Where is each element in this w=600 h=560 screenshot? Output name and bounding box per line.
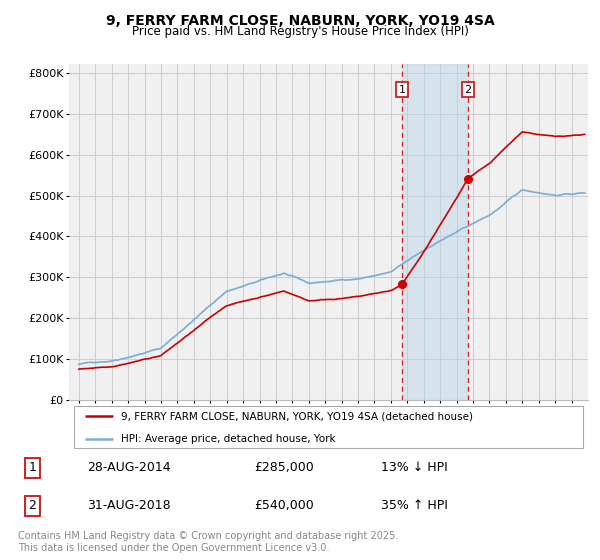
Text: 13% ↓ HPI: 13% ↓ HPI xyxy=(380,461,448,474)
Text: 9, FERRY FARM CLOSE, NABURN, YORK, YO19 4SA (detached house): 9, FERRY FARM CLOSE, NABURN, YORK, YO19 … xyxy=(121,411,473,421)
Text: 9, FERRY FARM CLOSE, NABURN, YORK, YO19 4SA: 9, FERRY FARM CLOSE, NABURN, YORK, YO19 … xyxy=(106,14,494,28)
FancyBboxPatch shape xyxy=(74,405,583,449)
Text: 2: 2 xyxy=(28,500,36,512)
Text: 2: 2 xyxy=(464,85,471,95)
Text: £540,000: £540,000 xyxy=(254,500,314,512)
Text: £285,000: £285,000 xyxy=(254,461,314,474)
Text: Price paid vs. HM Land Registry's House Price Index (HPI): Price paid vs. HM Land Registry's House … xyxy=(131,25,469,38)
Text: 28-AUG-2014: 28-AUG-2014 xyxy=(87,461,170,474)
Text: HPI: Average price, detached house, York: HPI: Average price, detached house, York xyxy=(121,434,335,444)
Text: Contains HM Land Registry data © Crown copyright and database right 2025.
This d: Contains HM Land Registry data © Crown c… xyxy=(18,531,398,553)
Text: 1: 1 xyxy=(28,461,36,474)
Text: 31-AUG-2018: 31-AUG-2018 xyxy=(87,500,170,512)
Text: 1: 1 xyxy=(398,85,406,95)
Text: 35% ↑ HPI: 35% ↑ HPI xyxy=(380,500,448,512)
